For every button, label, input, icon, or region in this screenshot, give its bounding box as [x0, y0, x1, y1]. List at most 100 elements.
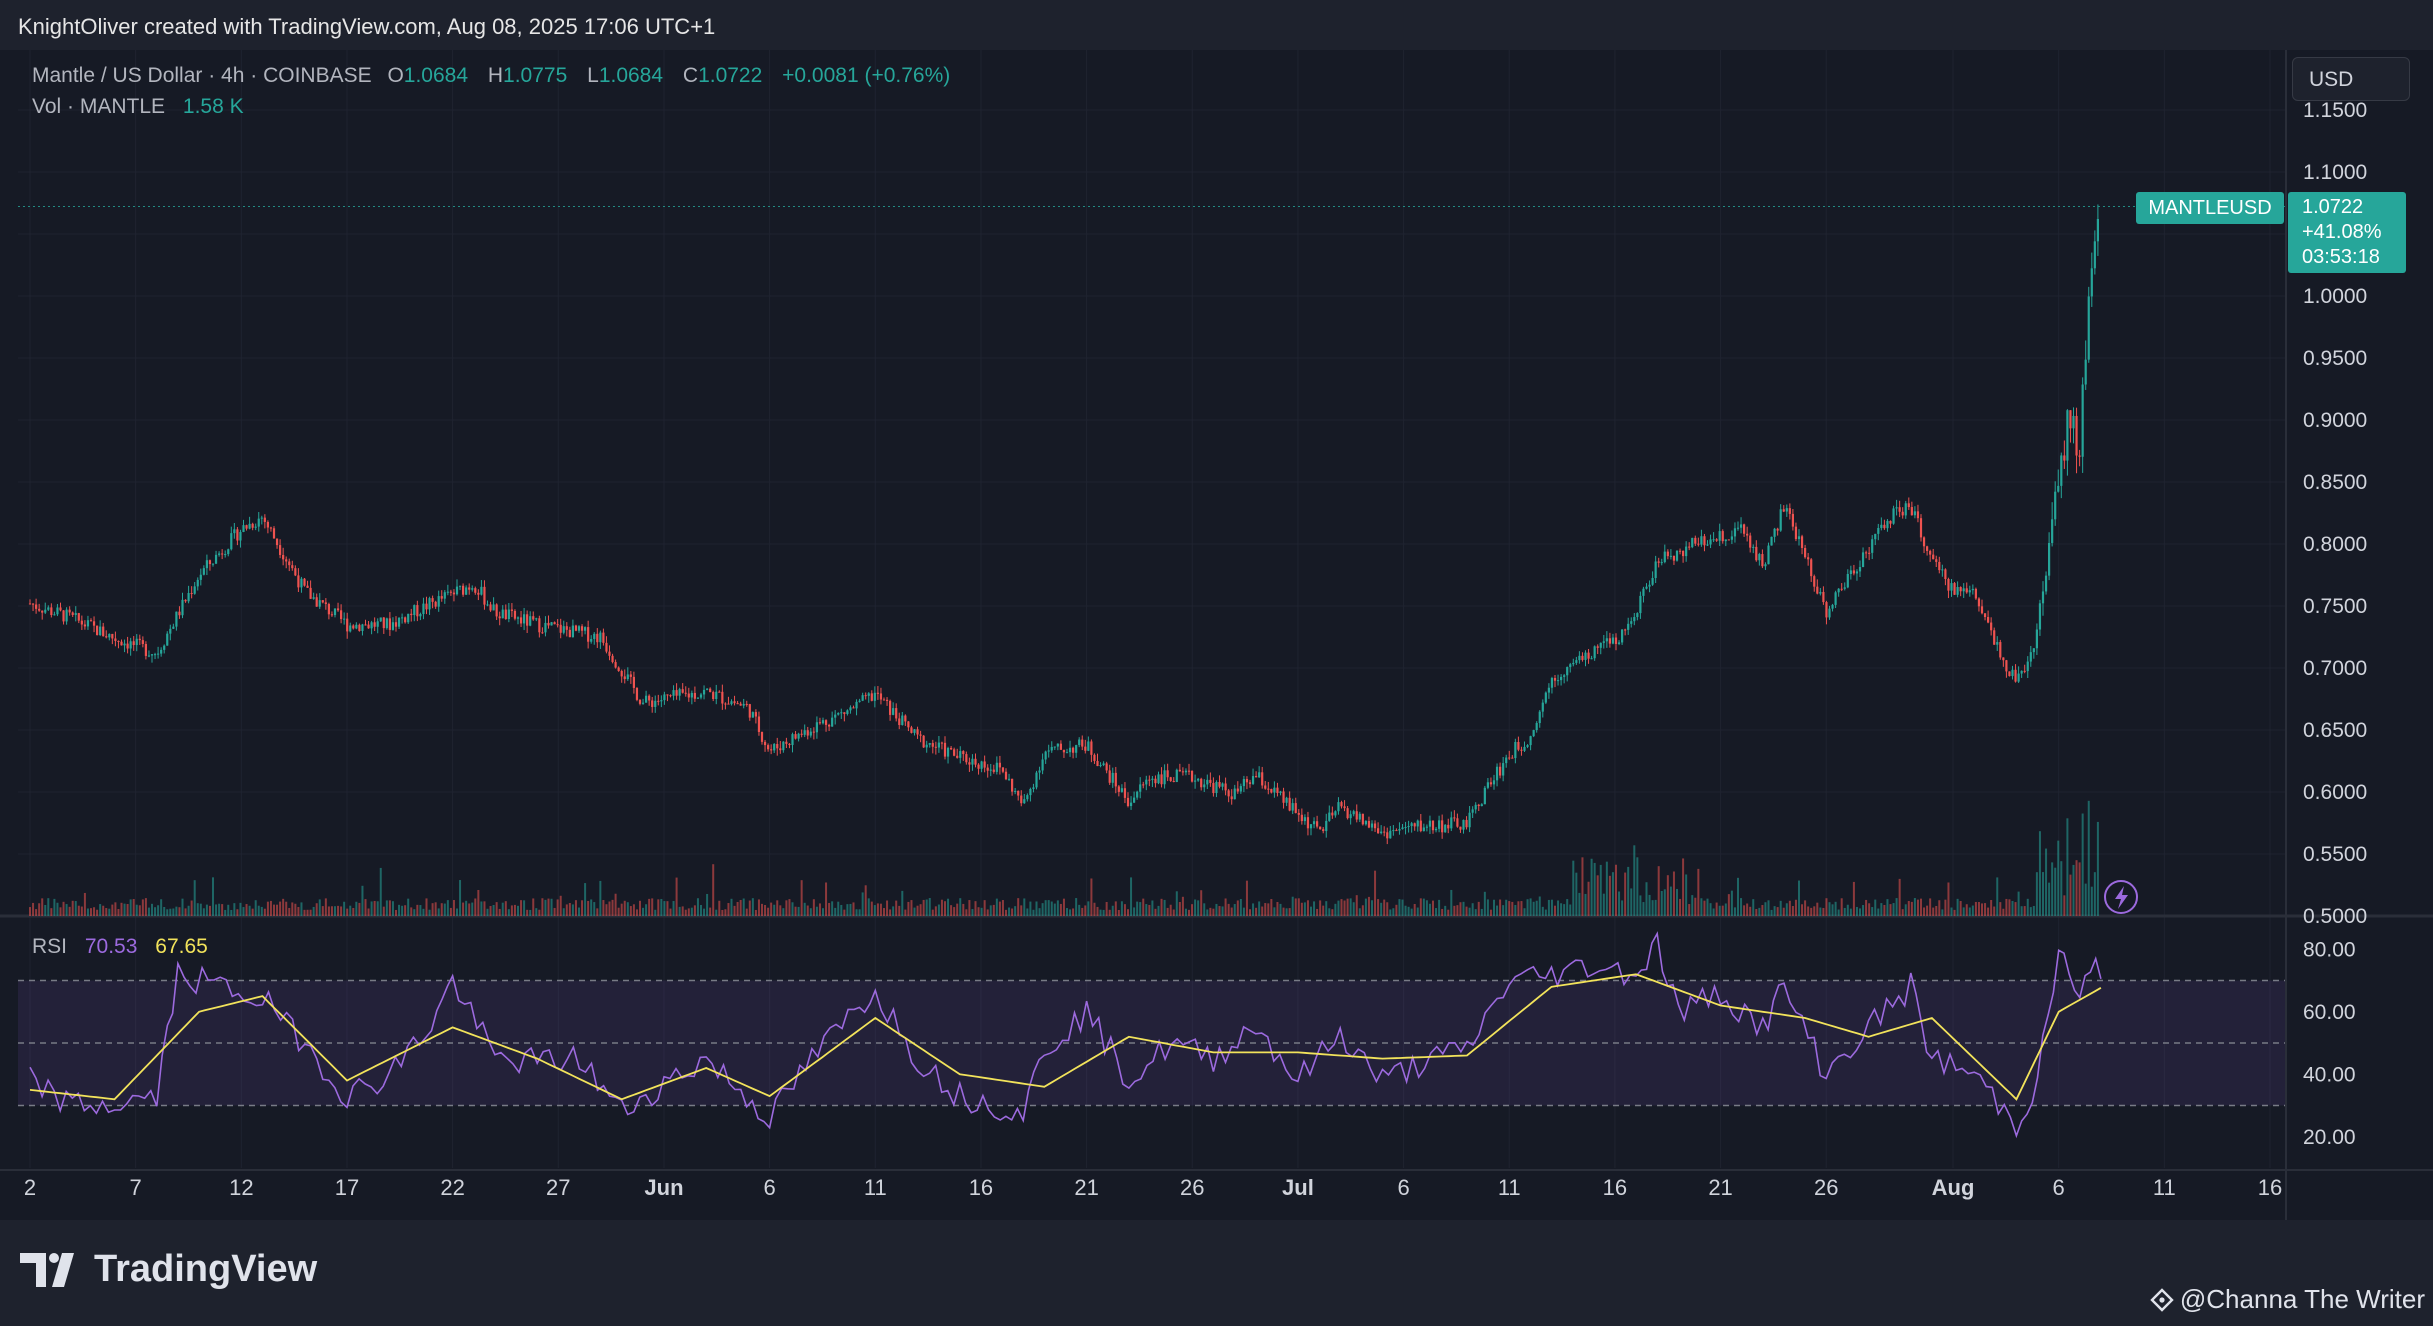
candle-body	[2041, 591, 2045, 604]
candle-body	[102, 626, 105, 637]
volume-bar	[663, 901, 666, 916]
volume-bar	[166, 909, 169, 916]
volume-bar	[599, 880, 602, 916]
volume-bar	[907, 901, 910, 916]
chart-canvas[interactable]: 1.15001.10001.05001.00000.95000.90000.85…	[0, 50, 2433, 1220]
volume-bar	[1236, 900, 1239, 916]
candle-body	[321, 600, 324, 603]
volume-bar	[803, 902, 806, 916]
candle-body	[651, 700, 654, 707]
volume-bar	[157, 905, 160, 916]
rsi-legend: RSI 70.53 67.65	[32, 935, 212, 959]
currency-button[interactable]: USD	[2292, 57, 2410, 101]
volume-bar	[1398, 899, 1401, 916]
candle-body	[657, 700, 660, 702]
candle-body	[1343, 806, 1346, 809]
volume-bar	[1084, 905, 1087, 916]
candle-body	[1489, 782, 1493, 785]
volume-bar	[812, 899, 815, 916]
volume-bar	[1029, 901, 1032, 916]
candle-body	[867, 693, 870, 696]
volume-bar	[1291, 896, 1294, 916]
volume-bar	[315, 903, 318, 916]
volume-bar	[1779, 900, 1782, 916]
candle-body	[1392, 830, 1395, 832]
candle-body	[940, 742, 944, 744]
volume-bar	[587, 900, 590, 916]
volume-bar	[788, 899, 791, 916]
candle-body	[1502, 763, 1505, 776]
volume-bar	[1120, 901, 1123, 916]
volume-bar	[1133, 907, 1136, 916]
alert-bolt-button[interactable]	[2104, 880, 2138, 914]
volume-bar	[614, 893, 617, 916]
tradingview-logo[interactable]: TradingView	[20, 1248, 317, 1291]
volume-bar	[303, 909, 306, 916]
volume-bar	[266, 901, 269, 916]
volume-bar	[1371, 900, 1373, 916]
volume-bar	[114, 902, 117, 916]
volume-bar	[1288, 908, 1291, 916]
volume-bar	[1727, 894, 1730, 916]
candle-body	[2002, 657, 2005, 661]
volume-bar	[1047, 900, 1050, 916]
candle-body	[1636, 613, 1639, 618]
candle-body	[1935, 559, 1938, 562]
candle-body	[1325, 820, 1328, 832]
volume-bar	[1807, 906, 1810, 916]
candle-body	[712, 692, 715, 700]
candle-body	[187, 593, 190, 602]
volume-bar	[446, 900, 449, 916]
candle-body	[1425, 826, 1428, 828]
chart-frame[interactable]: 1.15001.10001.05001.00000.95000.90000.85…	[0, 50, 2433, 1220]
volume-bar	[1081, 907, 1084, 916]
candle-body	[41, 610, 44, 613]
candle-body	[1236, 788, 1239, 792]
volume-bar	[2081, 813, 2084, 916]
candle-body	[1370, 823, 1374, 828]
candle-body	[1593, 646, 1596, 659]
candle-body	[559, 624, 562, 633]
volume-bar	[38, 903, 41, 916]
candle-body	[1111, 772, 1114, 783]
volume-bar	[282, 898, 285, 916]
volume-bar	[1117, 909, 1120, 916]
candle-body	[623, 676, 626, 680]
candle-body	[513, 610, 517, 619]
volume-bar	[1377, 899, 1380, 916]
volume-bar	[1465, 906, 1468, 916]
candle-body	[1050, 746, 1053, 751]
volume-legend: Vol · MANTLE 1.58 K	[32, 95, 248, 119]
volume-bar	[910, 900, 913, 916]
candle-body	[1983, 613, 1987, 618]
candle-body	[843, 712, 846, 714]
volume-bar	[1669, 886, 1672, 916]
candle-body	[1410, 823, 1413, 827]
footer	[0, 1220, 2433, 1326]
candle-body	[968, 762, 971, 765]
volume-bar	[2084, 883, 2087, 916]
volume-bar	[1111, 905, 1114, 916]
candle-body	[1072, 747, 1075, 753]
candle-body	[1929, 550, 1932, 555]
volume-bar	[660, 898, 663, 916]
candle-body	[1947, 578, 1950, 591]
price-axis-label: 1.0000	[2303, 285, 2367, 308]
volume-bar	[1416, 907, 1419, 916]
volume-bar	[574, 900, 577, 916]
volume-bar	[1303, 902, 1306, 916]
volume-bar	[1737, 877, 1739, 916]
candle-body	[239, 531, 242, 541]
candle-body	[59, 607, 62, 611]
time-axis-label: 17	[335, 1175, 359, 1200]
candle-body	[275, 538, 279, 546]
volume-bar	[1389, 909, 1392, 916]
volume-bar	[1624, 872, 1627, 916]
candle-body	[1053, 746, 1056, 748]
candle-body	[818, 722, 822, 724]
candle-body	[730, 701, 733, 705]
volume-bar	[1032, 909, 1035, 916]
volume-bar	[1654, 899, 1657, 916]
candle-body	[1849, 570, 1852, 574]
volume-bar	[1319, 900, 1322, 916]
